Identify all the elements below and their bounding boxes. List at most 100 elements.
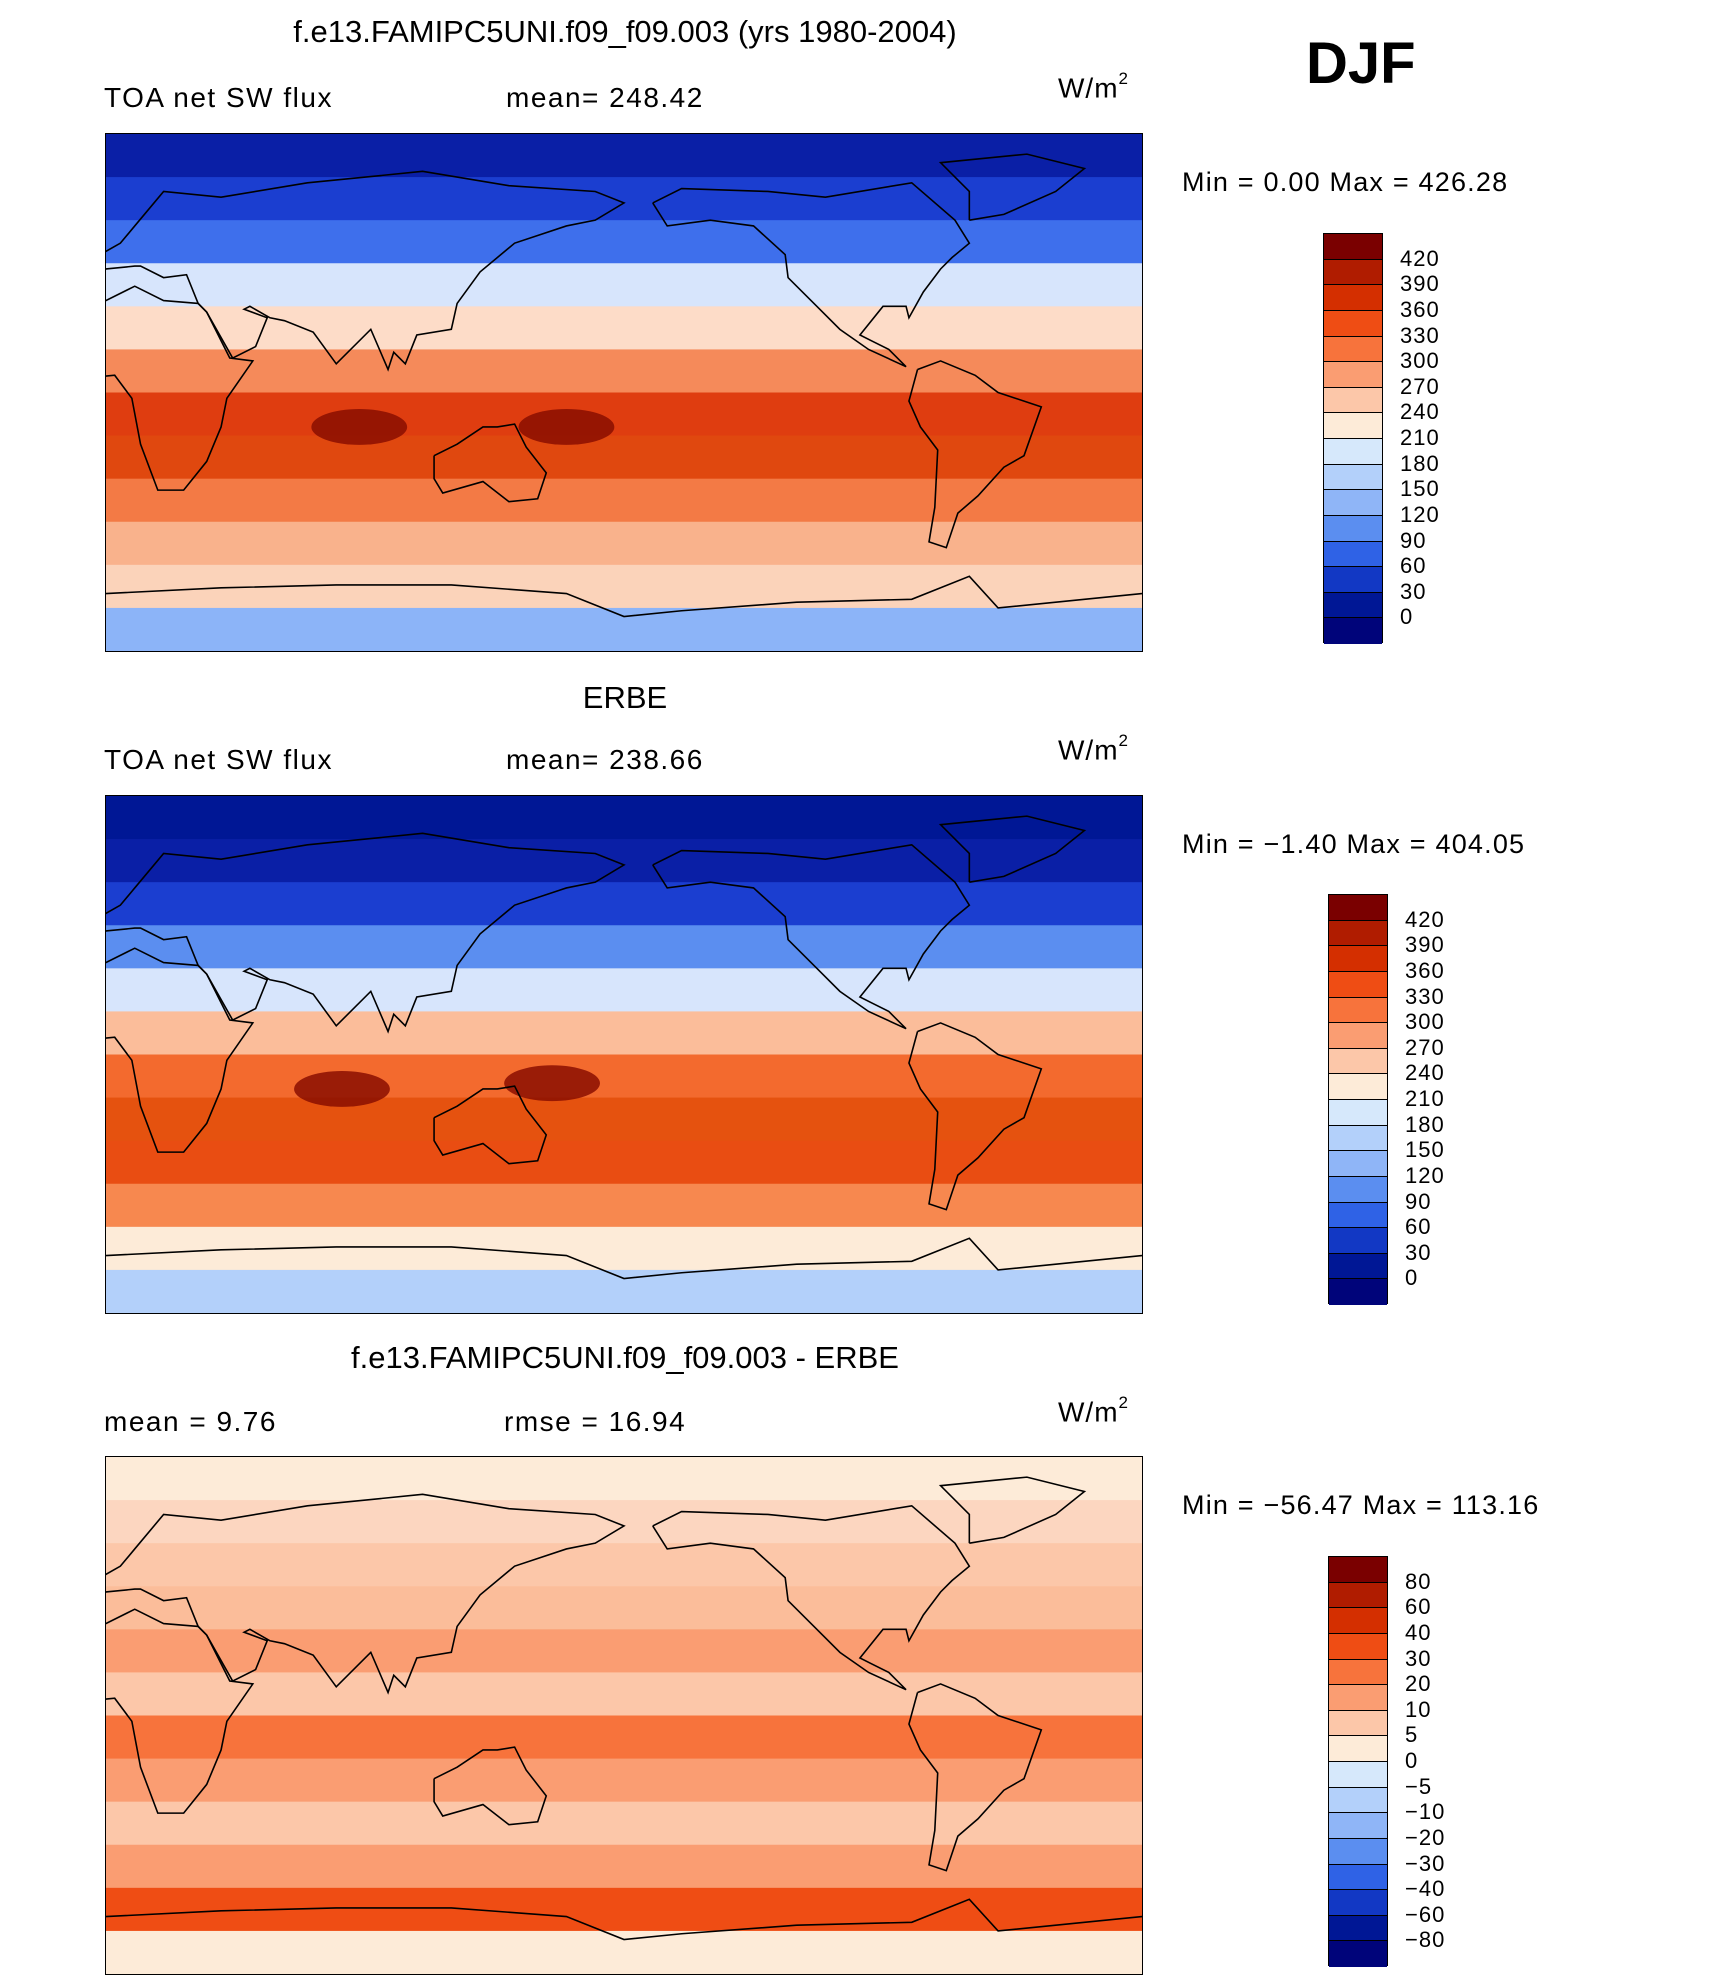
colorbar-swatch xyxy=(1329,920,1387,947)
flux-maximum-region xyxy=(504,1065,600,1102)
colorbar-swatch xyxy=(1329,1582,1387,1609)
colorbar-swatch xyxy=(1329,1710,1387,1737)
panel-2-units: W/m2 xyxy=(1058,731,1129,766)
coastline xyxy=(938,815,1087,883)
panel-2-title: ERBE xyxy=(582,680,668,715)
flux-maximum-region xyxy=(294,1071,390,1107)
colorbar-tick-label: 150 xyxy=(1400,476,1440,502)
colorbar-model xyxy=(1323,233,1383,644)
colorbar-tick-label: 300 xyxy=(1405,1009,1445,1035)
colorbar-swatch xyxy=(1329,895,1387,921)
colorbar-swatch xyxy=(1329,1787,1387,1814)
colorbar-tick-label: −30 xyxy=(1405,1850,1446,1876)
panel-1-variable-label: TOA net SW flux xyxy=(104,82,333,113)
colorbar-erbe xyxy=(1328,894,1388,1305)
colorbar-swatch xyxy=(1329,1176,1387,1203)
colorbar-tick-label: 90 xyxy=(1400,527,1427,553)
colorbar-swatch xyxy=(1324,285,1382,311)
latitude-band xyxy=(106,1715,1142,1760)
coastline xyxy=(938,153,1087,221)
colorbar-swatch xyxy=(1329,1890,1387,1916)
panel-1-units: W/m2 xyxy=(1058,69,1129,104)
coastline xyxy=(433,423,548,503)
colorbar-tick-label: 420 xyxy=(1400,245,1440,271)
coastline xyxy=(106,575,1142,618)
colorbar-tick-label: 120 xyxy=(1405,1162,1445,1188)
colorbar-swatch xyxy=(1329,997,1387,1024)
map-difference-svg xyxy=(106,1457,1142,1974)
latitude-band xyxy=(106,1500,1142,1545)
latitude-band xyxy=(106,1629,1142,1674)
latitude-band xyxy=(106,1801,1142,1846)
colorbar-swatch xyxy=(1324,387,1382,414)
colorbar-swatch xyxy=(1329,1125,1387,1152)
colorbar-tick-label: −5 xyxy=(1405,1773,1433,1799)
colorbar-swatch xyxy=(1324,515,1382,542)
coastline xyxy=(106,1493,626,1695)
coastline xyxy=(106,947,255,1153)
panel-3-units: W/m2 xyxy=(1058,1393,1129,1428)
coastline xyxy=(908,360,1043,549)
colorbar-swatch xyxy=(1329,1253,1387,1280)
colorbar-swatch xyxy=(1329,946,1387,972)
colorbar-swatch xyxy=(1329,1608,1387,1634)
colorbar-tick-label: 40 xyxy=(1405,1619,1432,1645)
colorbar-swatch xyxy=(1329,1100,1387,1126)
colorbar-tick-label: 30 xyxy=(1400,578,1427,604)
colorbar-swatch xyxy=(1324,541,1382,568)
latitude-band xyxy=(106,1930,1142,1974)
colorbar-swatch xyxy=(1324,336,1382,363)
latitude-band xyxy=(106,1140,1142,1185)
latitude-band xyxy=(106,1586,1142,1631)
season-label: DJF xyxy=(1306,31,1416,96)
colorbar-tick-label: 80 xyxy=(1405,1568,1432,1594)
coastline xyxy=(652,1504,971,1691)
map-panel-erbe xyxy=(105,795,1143,1314)
colorbar-difference xyxy=(1328,1556,1388,1967)
latitude-band xyxy=(106,1758,1142,1803)
latitude-band xyxy=(106,796,1142,841)
latitude-band xyxy=(106,177,1142,222)
colorbar-tick-label: −10 xyxy=(1405,1799,1446,1825)
latitude-band xyxy=(106,1457,1142,1502)
colorbar-tick-label: −80 xyxy=(1405,1927,1446,1953)
map-erbe-svg xyxy=(106,796,1142,1313)
colorbar-swatch xyxy=(1329,1557,1387,1583)
colorbar-tick-label: 210 xyxy=(1405,1086,1445,1111)
colorbar-tick-label: 300 xyxy=(1400,348,1440,374)
latitude-band xyxy=(106,1844,1142,1889)
coastline xyxy=(938,1476,1087,1544)
coastline xyxy=(908,1022,1043,1211)
colorbar-tick-label: 60 xyxy=(1405,1594,1432,1620)
coastline xyxy=(106,170,626,372)
coastline xyxy=(106,832,626,1034)
panel-2-variable-label: TOA net SW flux xyxy=(104,744,333,775)
colorbar-swatch xyxy=(1324,310,1382,337)
coastline xyxy=(908,1683,1043,1872)
colorbar-swatch xyxy=(1324,490,1382,516)
colorbar-tick-label: 90 xyxy=(1405,1188,1432,1214)
colorbar-tick-label: 330 xyxy=(1400,322,1440,348)
colorbar-tick-label: 330 xyxy=(1405,983,1445,1009)
colorbar-swatch xyxy=(1324,413,1382,439)
colorbar-swatch xyxy=(1324,567,1382,593)
colorbar-tick-label: 360 xyxy=(1400,296,1440,322)
latitude-band xyxy=(106,1543,1142,1588)
coastline xyxy=(106,285,255,491)
colorbar-swatch xyxy=(1329,1151,1387,1177)
colorbar-swatch xyxy=(1329,1762,1387,1788)
colorbar-tick-label: 0 xyxy=(1400,604,1414,630)
colorbar-swatch xyxy=(1329,1736,1387,1762)
colorbar-swatch xyxy=(1329,1279,1387,1305)
colorbar-tick-label: 0 xyxy=(1405,1748,1419,1773)
map-panel-model xyxy=(105,133,1143,652)
colorbar-tick-label: 60 xyxy=(1400,553,1427,579)
colorbar-tick-label: 240 xyxy=(1400,399,1440,425)
colorbar-tick-label: 5 xyxy=(1405,1722,1419,1748)
latitude-band xyxy=(106,220,1142,265)
colorbar-tick-label: 150 xyxy=(1405,1137,1445,1163)
colorbar-tick-label: 180 xyxy=(1400,450,1440,476)
map-model-svg xyxy=(106,134,1142,651)
latitude-band xyxy=(106,306,1142,351)
latitude-band xyxy=(106,1269,1142,1313)
